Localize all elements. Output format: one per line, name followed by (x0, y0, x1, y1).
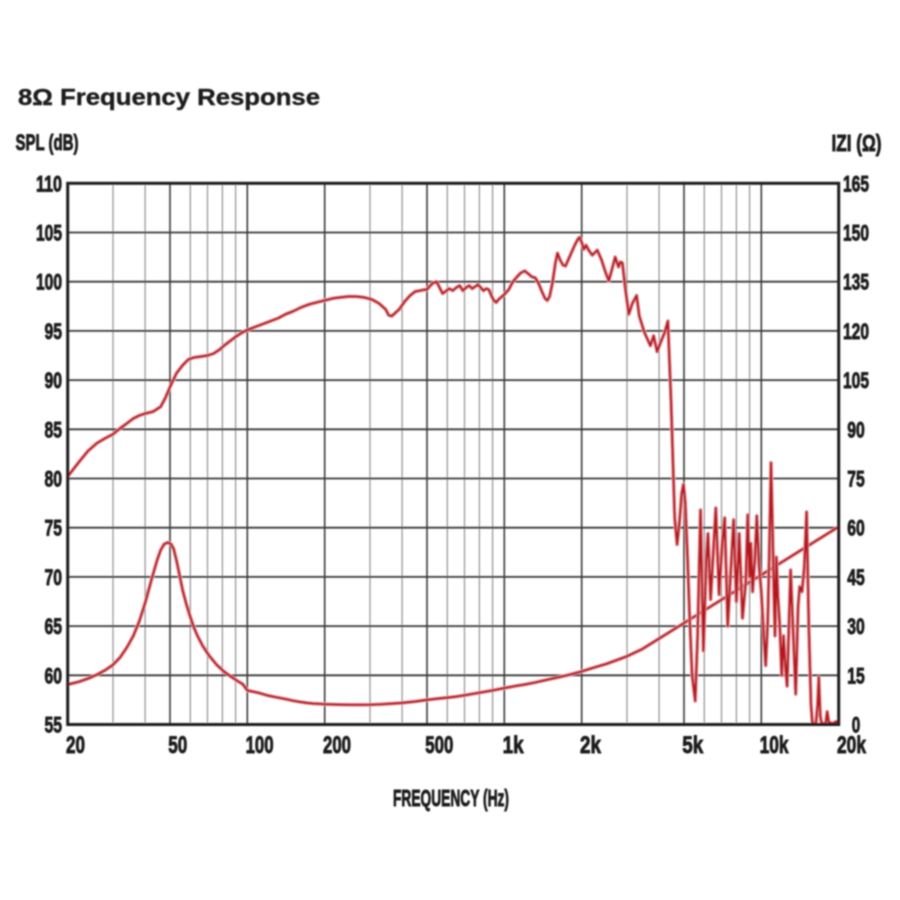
svg-text:1k: 1k (503, 732, 525, 759)
svg-text:8Ω Frequency Response: 8Ω Frequency Response (18, 84, 320, 110)
svg-text:90: 90 (847, 417, 865, 442)
svg-text:IZI (Ω): IZI (Ω) (832, 130, 882, 156)
svg-text:10k: 10k (760, 732, 789, 759)
svg-text:90: 90 (45, 368, 63, 393)
svg-text:65: 65 (45, 614, 63, 639)
svg-text:165: 165 (843, 171, 869, 196)
svg-text:80: 80 (45, 467, 63, 492)
svg-text:30: 30 (847, 614, 865, 639)
svg-text:85: 85 (45, 417, 63, 442)
svg-text:2k: 2k (580, 732, 602, 759)
svg-text:120: 120 (843, 319, 869, 344)
svg-text:20: 20 (66, 732, 85, 759)
svg-text:50: 50 (168, 732, 187, 759)
svg-text:75: 75 (45, 516, 63, 541)
svg-text:45: 45 (847, 565, 865, 590)
svg-text:55: 55 (45, 713, 63, 738)
svg-text:100: 100 (246, 732, 274, 759)
svg-text:100: 100 (36, 270, 62, 295)
svg-text:0: 0 (852, 713, 861, 738)
svg-text:150: 150 (843, 221, 869, 246)
svg-text:15: 15 (847, 663, 865, 688)
svg-text:20k: 20k (837, 732, 866, 759)
svg-text:FREQUENCY (Hz): FREQUENCY (Hz) (393, 785, 509, 811)
svg-text:110: 110 (36, 171, 62, 196)
svg-text:105: 105 (36, 221, 62, 246)
svg-text:70: 70 (45, 565, 63, 590)
svg-text:60: 60 (45, 663, 63, 688)
svg-text:500: 500 (425, 732, 453, 759)
svg-text:SPL (dB): SPL (dB) (16, 130, 79, 155)
svg-text:135: 135 (843, 270, 869, 295)
svg-text:95: 95 (45, 319, 63, 344)
svg-text:60: 60 (847, 516, 865, 541)
svg-text:5k: 5k (682, 732, 704, 759)
svg-text:200: 200 (323, 732, 351, 759)
svg-text:105: 105 (843, 368, 869, 393)
svg-text:75: 75 (847, 467, 865, 492)
